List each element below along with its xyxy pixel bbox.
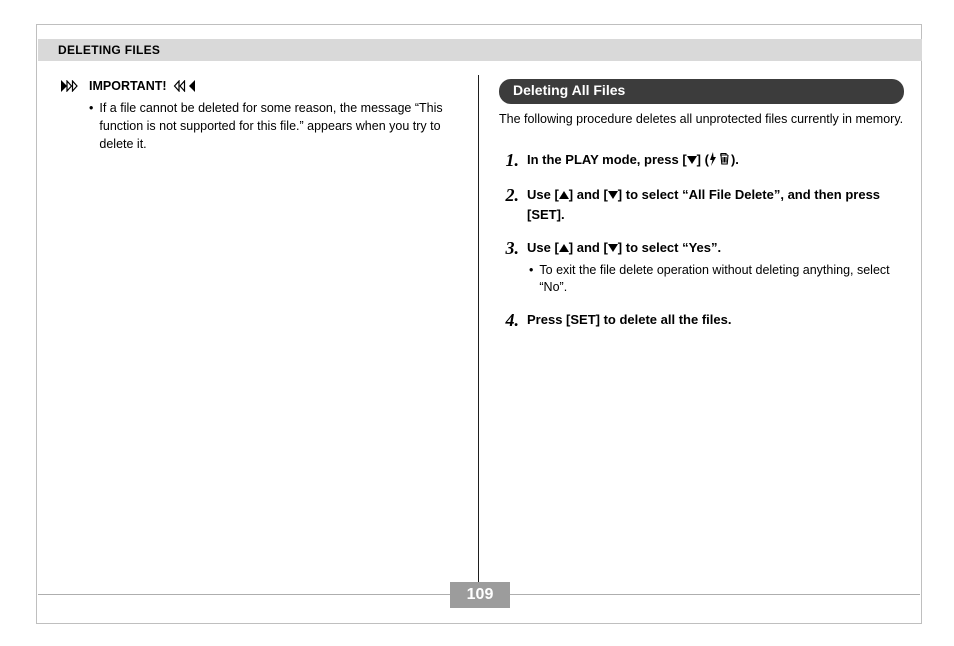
- page-content: IMPORTANT! • If a file cannot be deleted…: [37, 75, 921, 583]
- step-3: 3. Use [ ] and [ ] to select “Yes”. • To e…: [499, 238, 904, 296]
- step-body: Use [ ] and [ ] to select “Yes”. • To exit…: [527, 238, 904, 296]
- step-1: 1. In the PLAY mode, press [ ] ().: [499, 150, 904, 171]
- step-number: 2.: [499, 185, 519, 224]
- important-bullet: • If a file cannot be deleted for some r…: [61, 99, 455, 153]
- forward-arrows-icon: [61, 80, 83, 92]
- backward-arrows-icon: [173, 80, 195, 92]
- flash-trash-icon: [709, 152, 731, 171]
- step-1-mid: ] (: [697, 152, 709, 167]
- step-3-sub-text: To exit the file delete operation withou…: [539, 262, 904, 296]
- step-3-prefix: Use [: [527, 240, 559, 255]
- step-3-suffix: ] to select “Yes”.: [618, 240, 721, 255]
- page-number: 109: [467, 586, 494, 604]
- step-2-mid: ] and [: [569, 187, 608, 202]
- step-3-mid: ] and [: [569, 240, 608, 255]
- up-triangle-icon: [559, 186, 569, 205]
- down-triangle-icon: [608, 186, 618, 205]
- manual-page: DELETING FILES IMPORTANT!: [36, 24, 922, 624]
- page-number-badge: 109: [450, 582, 510, 608]
- section-heading-pill: Deleting All Files: [499, 79, 904, 104]
- step-text: In the PLAY mode, press [ ] ().: [527, 150, 904, 171]
- step-number: 3.: [499, 238, 519, 296]
- page-header-title: DELETING FILES: [38, 43, 160, 57]
- bullet-dot-icon: •: [89, 99, 93, 153]
- step-body: In the PLAY mode, press [ ] ().: [527, 150, 904, 171]
- page-header-bar: DELETING FILES: [38, 39, 922, 61]
- important-bullet-text: If a file cannot be deleted for some rea…: [99, 99, 455, 153]
- important-label: IMPORTANT!: [89, 79, 167, 93]
- up-triangle-icon: [559, 239, 569, 258]
- step-1-prefix: In the PLAY mode, press [: [527, 152, 687, 167]
- step-4: 4. Press [SET] to delete all the files.: [499, 310, 904, 330]
- column-separator: [478, 75, 479, 583]
- step-3-subitem: • To exit the file delete operation with…: [527, 262, 904, 296]
- step-1-suffix: ).: [731, 152, 739, 167]
- step-text: Use [ ] and [ ] to select “Yes”.: [527, 238, 904, 258]
- down-triangle-icon: [608, 239, 618, 258]
- step-4-text: Press [SET] to delete all the files.: [527, 310, 904, 329]
- step-text: Use [] and [] to select “All File Delete…: [527, 185, 904, 224]
- step-number: 1.: [499, 150, 519, 171]
- right-column: Deleting All Files The following procedu…: [477, 75, 930, 583]
- step-body: Use [] and [] to select “All File Delete…: [527, 185, 904, 224]
- step-2-prefix: Use [: [527, 187, 559, 202]
- step-number: 4.: [499, 310, 519, 330]
- important-heading-row: IMPORTANT!: [61, 79, 455, 93]
- step-2: 2. Use [] and [] to select “All File Del…: [499, 185, 904, 224]
- steps-list: 1. In the PLAY mode, press [ ] (). 2. Use…: [499, 150, 904, 330]
- down-triangle-icon: [687, 151, 697, 170]
- section-heading-text: Deleting All Files: [513, 82, 625, 98]
- section-intro: The following procedure deletes all unpr…: [499, 110, 904, 128]
- step-body: Press [SET] to delete all the files.: [527, 310, 904, 330]
- bullet-dot-icon: •: [529, 262, 533, 296]
- left-column: IMPORTANT! • If a file cannot be deleted…: [37, 75, 477, 583]
